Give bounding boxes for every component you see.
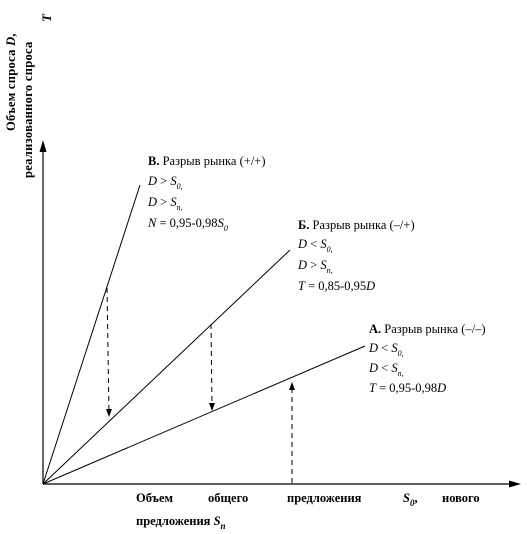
case-v-cond1: D > S0, [147,174,183,191]
svg-text:Объем спроса D,: Объем спроса D, [4,33,18,131]
svg-text:S0,: S0, [403,491,418,508]
y-axis-arrowhead [39,140,47,152]
case-a-formula: T = 0,95-0,98D [369,381,446,395]
annotation-case-v: В. Разрыв рынка (+/+) D > S0, D > Sn, N … [147,154,266,233]
case-a-cond2: D < Sn, [368,361,404,378]
case-v-formula: N = 0,95-0,98S0 [147,216,228,233]
y-axis-label: Объем спроса D, реализованного спроса T [4,13,54,178]
y-axis-label-line2: реализованного спроса [21,41,35,178]
annotation-case-b: Б. Разрыв рынка (–/+) D < S0, D > Sn, T … [297,218,415,293]
y-axis-label-var: T [39,13,54,22]
case-v-title: В. Разрыв рынка (+/+) [148,154,266,168]
x-axis-label: Объем общего предложения S0, нового пред… [136,491,480,531]
ray-a [42,345,366,485]
svg-text:общего: общего [208,491,248,505]
x-axis-arrowhead [509,480,521,488]
case-b-cond2: D > Sn, [297,258,333,275]
svg-text:нового: нового [442,491,480,505]
case-a-cond1: D < S0, [368,341,404,358]
svg-text:Объем: Объем [136,491,173,505]
dashed-arrow-b [208,323,215,411]
dashed-arrow-v [105,287,112,417]
case-b-formula: T = 0,85-0,95D [298,279,375,293]
annotation-case-a: А. Разрыв рынка (–/–) D < S0, D < Sn, T … [368,322,486,395]
case-b-cond1: D < S0, [297,237,333,254]
ray-v [42,184,141,485]
case-a-title: А. Разрыв рынка (–/–) [369,322,486,336]
case-b-title: Б. Разрыв рынка (–/+) [298,218,415,232]
svg-text:предложения Sn: предложения Sn [136,514,226,531]
ray-b [42,249,291,485]
svg-text:предложения: предложения [287,491,362,505]
case-v-cond2: D > Sn, [147,195,183,212]
